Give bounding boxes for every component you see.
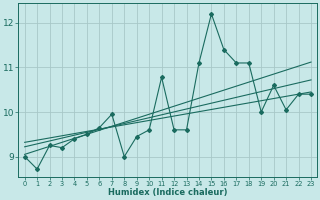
X-axis label: Humidex (Indice chaleur): Humidex (Indice chaleur) <box>108 188 228 197</box>
